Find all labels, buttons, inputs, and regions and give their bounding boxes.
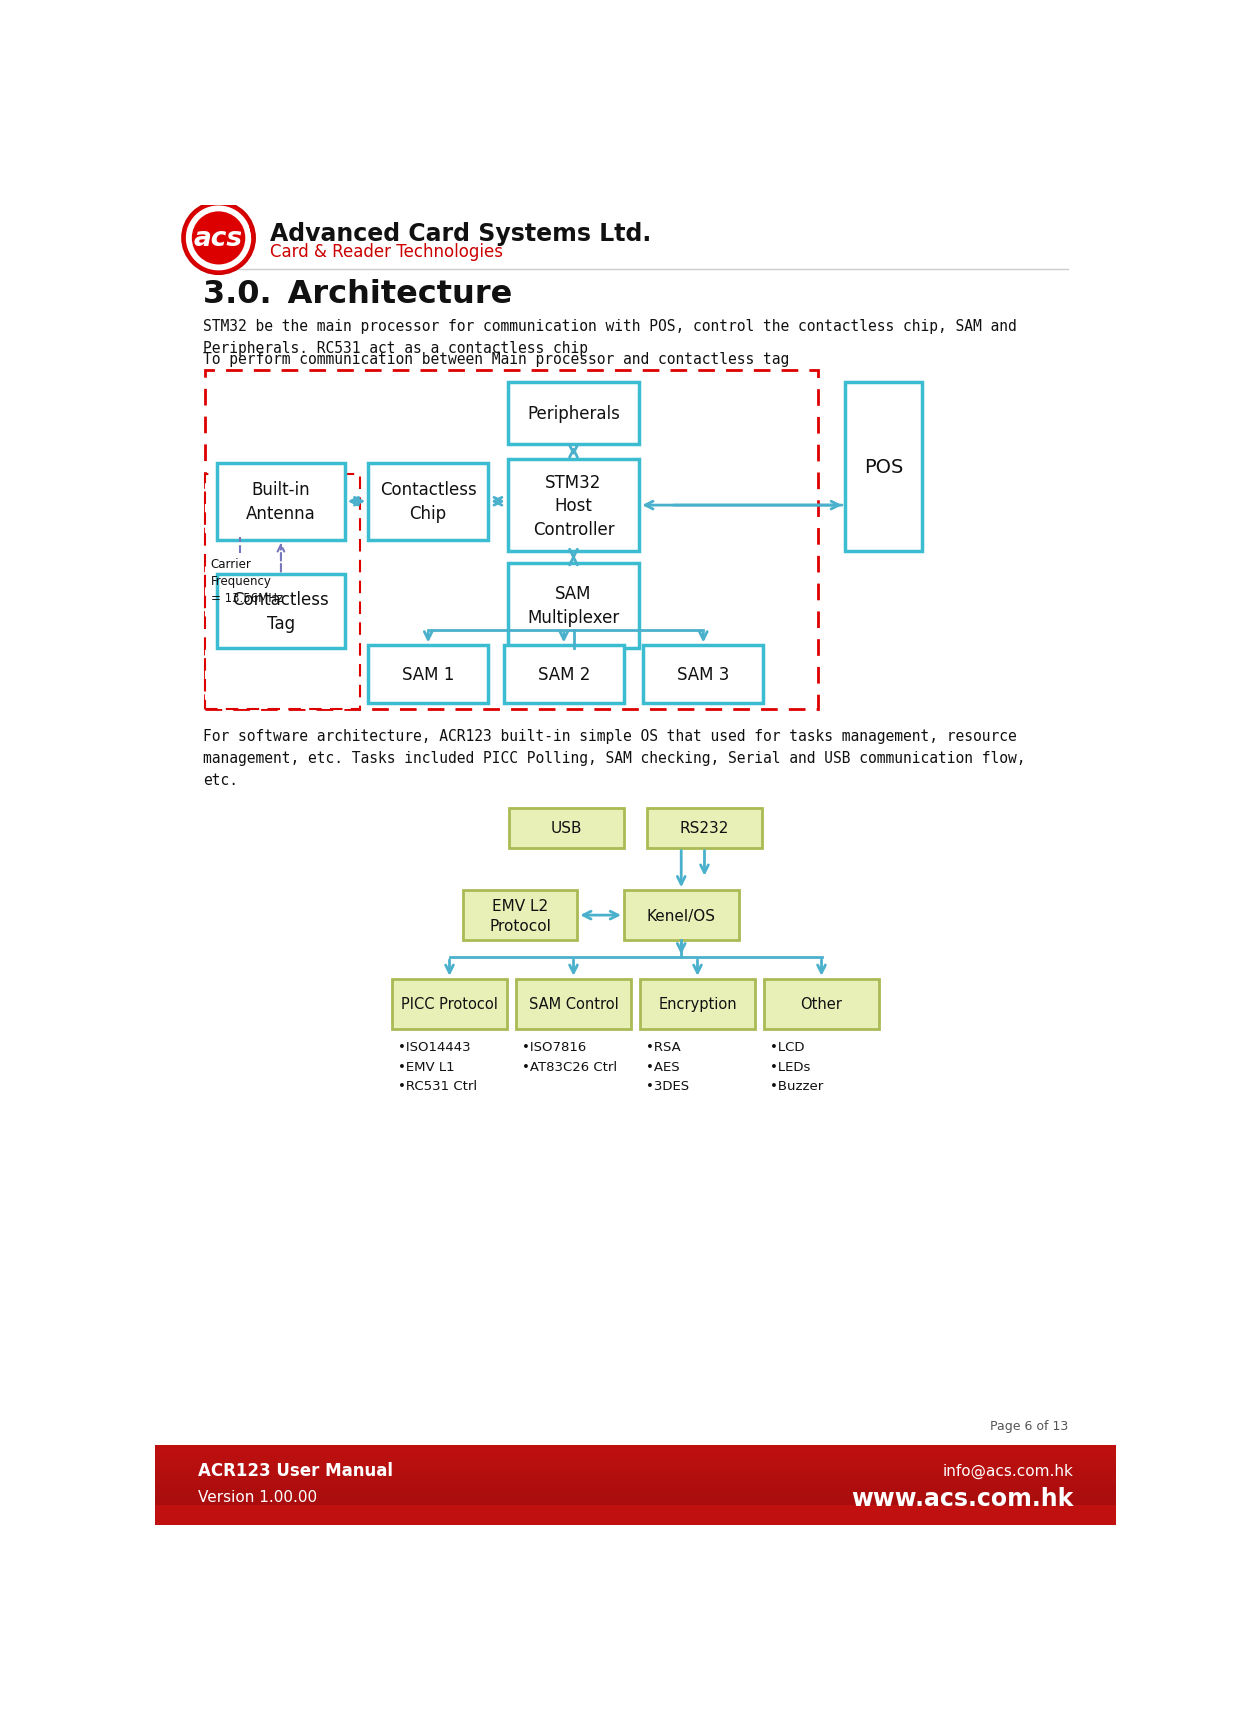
Text: SAM Control: SAM Control <box>528 996 619 1011</box>
Text: SAM 2: SAM 2 <box>538 665 590 684</box>
Bar <box>510 809 624 848</box>
Text: Built-in
Antenna: Built-in Antenna <box>246 482 316 523</box>
Text: ACR123 User Manual: ACR123 User Manual <box>197 1460 393 1479</box>
Text: SAM 1: SAM 1 <box>402 665 454 684</box>
Text: Kenel/OS: Kenel/OS <box>647 908 715 924</box>
Text: For software architecture, ACR123 built-in simple OS that used for tasks managem: For software architecture, ACR123 built-… <box>203 728 1025 787</box>
Text: POS: POS <box>864 458 903 476</box>
Text: info@acs.com.hk: info@acs.com.hk <box>942 1462 1074 1477</box>
Bar <box>392 979 507 1028</box>
Text: •ISO14443
•EMV L1
•RC531 Ctrl: •ISO14443 •EMV L1 •RC531 Ctrl <box>398 1040 477 1092</box>
Bar <box>206 372 817 710</box>
Bar <box>368 463 489 540</box>
Text: Version 1.00.00: Version 1.00.00 <box>197 1489 316 1503</box>
Bar <box>217 463 345 540</box>
Text: STM32 be the main processor for communication with POS, control the contactless : STM32 be the main processor for communic… <box>203 319 1017 355</box>
Text: 3.0. Architecture: 3.0. Architecture <box>203 279 512 310</box>
Text: Other: Other <box>801 996 842 1011</box>
Text: Advanced Card Systems Ltd.: Advanced Card Systems Ltd. <box>270 223 651 247</box>
Text: To perform communication between Main processor and contactless tag: To perform communication between Main pr… <box>203 351 790 367</box>
Text: Encryption: Encryption <box>658 996 737 1011</box>
Text: Page 6 of 13: Page 6 of 13 <box>990 1419 1068 1431</box>
Text: acs: acs <box>193 226 243 252</box>
Text: Contactless
Tag: Contactless Tag <box>233 591 330 632</box>
Text: •LCD
•LEDs
•Buzzer: •LCD •LEDs •Buzzer <box>770 1040 823 1092</box>
Bar <box>503 646 624 703</box>
Text: Contactless
Chip: Contactless Chip <box>379 482 476 523</box>
Text: USB: USB <box>551 821 583 836</box>
Text: EMV L2
Protocol: EMV L2 Protocol <box>489 898 551 932</box>
Bar <box>217 576 345 648</box>
Text: www.acs.com.hk: www.acs.com.hk <box>851 1486 1074 1510</box>
Bar <box>507 382 640 444</box>
Bar <box>368 646 489 703</box>
Bar <box>624 891 739 941</box>
Bar <box>647 809 761 848</box>
Text: •ISO7816
•AT83C26 Ctrl: •ISO7816 •AT83C26 Ctrl <box>522 1040 618 1073</box>
Text: STM32
Host
Controller: STM32 Host Controller <box>533 473 614 538</box>
Bar <box>507 564 640 648</box>
Bar <box>155 1445 1116 1525</box>
Bar <box>764 979 879 1028</box>
Text: Peripherals: Peripherals <box>527 405 620 422</box>
Bar <box>640 979 755 1028</box>
Bar <box>206 475 361 710</box>
Text: Card & Reader Technologies: Card & Reader Technologies <box>270 243 502 261</box>
Text: Carrier
Frequency
= 13.56MHz: Carrier Frequency = 13.56MHz <box>211 557 283 605</box>
Text: RS232: RS232 <box>680 821 729 836</box>
Bar <box>844 382 923 552</box>
Text: •RSA
•AES
•3DES: •RSA •AES •3DES <box>646 1040 689 1092</box>
Text: SAM 3: SAM 3 <box>677 665 729 684</box>
Bar <box>507 459 640 552</box>
Circle shape <box>184 204 254 274</box>
Bar <box>644 646 764 703</box>
Ellipse shape <box>192 213 246 266</box>
Text: SAM
Multiplexer: SAM Multiplexer <box>527 584 620 627</box>
Bar <box>463 891 578 941</box>
Text: PICC Protocol: PICC Protocol <box>401 996 498 1011</box>
Bar <box>516 979 631 1028</box>
